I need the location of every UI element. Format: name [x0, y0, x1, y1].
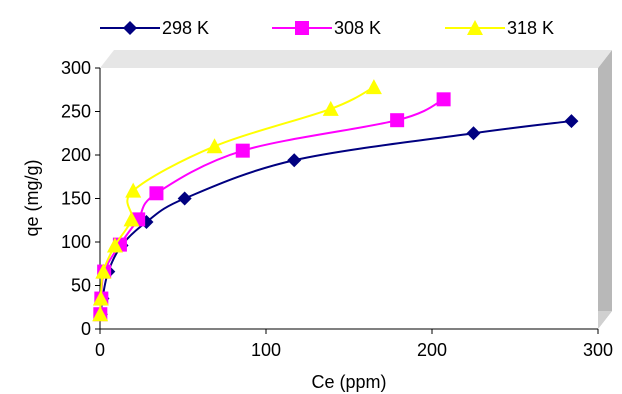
x-ticks: 0 100 200 300 [95, 329, 613, 360]
data-point [125, 182, 142, 198]
y-tick-label: 300 [61, 58, 91, 78]
x-tick-label: 200 [417, 340, 447, 360]
y-tick-label: 50 [71, 276, 91, 296]
plot-top-wall [100, 50, 612, 68]
plot-background [100, 68, 598, 329]
data-point [466, 126, 481, 141]
legend-marker [123, 21, 137, 35]
x-tick-label: 300 [583, 340, 613, 360]
legend-item: 298 K [100, 18, 209, 38]
data-point [177, 191, 192, 206]
y-ticks: 0 50 100 150 200 250 300 [61, 58, 100, 339]
y-tick-label: 250 [61, 102, 91, 122]
data-point [92, 290, 109, 306]
y-tick-label: 0 [81, 319, 91, 339]
data-point [206, 138, 223, 154]
y-axis-title: qe (mg/g) [22, 159, 42, 236]
data-point [287, 153, 302, 168]
data-point [95, 263, 112, 279]
data-point [365, 79, 382, 95]
y-tick-label: 200 [61, 145, 91, 165]
plot-right-wall [598, 50, 612, 329]
x-axis-title: Ce (ppm) [311, 372, 386, 392]
legend-label: 308 K [334, 18, 381, 38]
legend: 298 K 308 K 318 K [100, 18, 554, 38]
x-tick-label: 100 [251, 340, 281, 360]
data-point [235, 143, 250, 158]
legend-marker [467, 20, 483, 35]
x-tick-label: 0 [95, 340, 105, 360]
series-layer [92, 79, 579, 322]
data-point [123, 211, 140, 227]
y-tick-label: 150 [61, 189, 91, 209]
legend-label: 298 K [162, 18, 209, 38]
legend-item: 318 K [445, 18, 554, 38]
data-point [149, 186, 164, 201]
data-point [92, 306, 109, 322]
legend-label: 318 K [507, 18, 554, 38]
data-point [564, 114, 579, 129]
data-point [436, 92, 451, 107]
legend-item: 308 K [272, 18, 381, 38]
data-point [106, 237, 123, 253]
series-2 [92, 79, 382, 322]
plot-area [100, 50, 612, 329]
series-line [99, 120, 572, 315]
legend-marker [295, 21, 309, 35]
data-point [322, 100, 339, 116]
y-tick-label: 100 [61, 232, 91, 252]
data-point [390, 113, 405, 128]
